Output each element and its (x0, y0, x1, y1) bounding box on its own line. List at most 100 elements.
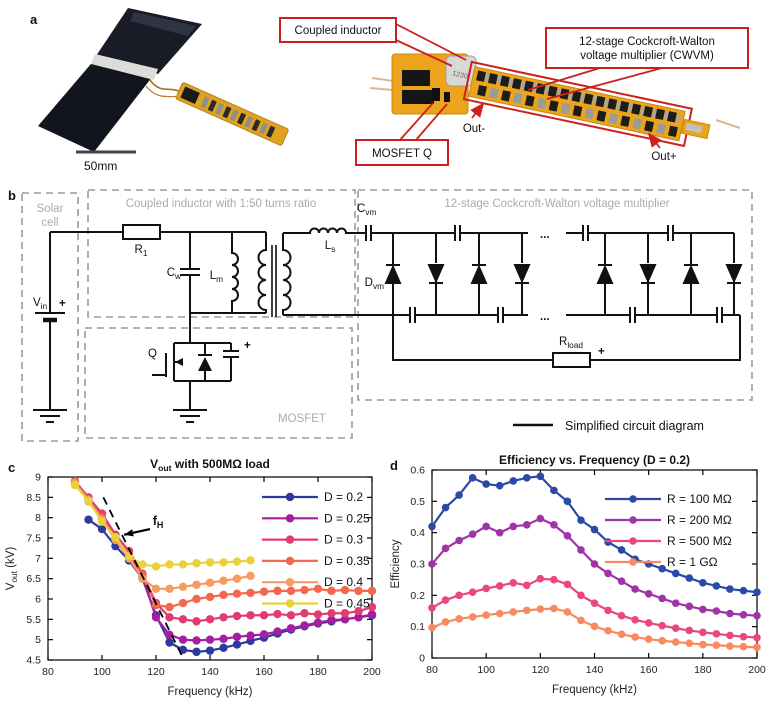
data-point (536, 605, 545, 613)
data-point (509, 522, 518, 531)
leader-line (527, 67, 601, 91)
cwvm-callout-box (545, 27, 749, 69)
data-point (441, 596, 450, 604)
data-point (97, 524, 107, 534)
data-point (658, 636, 667, 645)
mosfet-package (432, 88, 440, 101)
data-point (563, 497, 572, 506)
data-point (300, 609, 309, 618)
data-point (726, 631, 734, 640)
data-point (631, 615, 639, 624)
mosfet-callout-box (355, 139, 449, 166)
data-point (739, 610, 748, 619)
transformer-secondary (282, 233, 292, 315)
y-tick: 0 (419, 653, 425, 665)
data-point (671, 638, 680, 646)
solar-cell-label-1: Solar (37, 203, 64, 215)
cwvm-strip (462, 60, 711, 148)
legend-marker (629, 558, 637, 566)
x-tick: 140 (586, 664, 604, 676)
data-point (246, 556, 255, 565)
legend-label: R = 100 MΩ (667, 492, 732, 506)
series-2 (70, 476, 377, 626)
y-axis-label: Efficiency (390, 539, 402, 588)
rload-label: Rload (559, 336, 583, 350)
x-tick: 200 (748, 664, 766, 676)
data-point (138, 560, 147, 569)
legend-marker (629, 516, 637, 524)
input-wire (371, 77, 394, 82)
legend-marker (285, 514, 295, 523)
y-tick: 8.5 (26, 492, 41, 504)
data-point (550, 604, 558, 613)
chart-c: 80 100 120 140 160 180 200 4.5 5 5.5 6 6.5 7 7.5 8 8.5 9… (0, 452, 388, 709)
chart-title: Vout with 500MΩ load (150, 457, 270, 473)
data-point (151, 562, 161, 571)
data-point (97, 517, 107, 526)
panel-c-letter: c (8, 460, 16, 475)
data-point (441, 503, 450, 512)
x-tick: 120 (532, 664, 550, 676)
data-point (286, 624, 296, 633)
y-tick: 0.2 (410, 590, 425, 602)
y-tick: 5 (35, 634, 41, 646)
x-tick: 160 (640, 664, 658, 676)
data-point (259, 611, 269, 620)
r1-label: R1 (135, 244, 148, 258)
data-point (509, 608, 518, 616)
data-point (246, 611, 255, 620)
data-point (178, 582, 188, 591)
mosfet-wires (152, 313, 231, 382)
data-point (631, 585, 639, 593)
legend-label: D = 0.25 (324, 511, 370, 525)
data-point (219, 558, 228, 567)
cwvm-callout-line2: voltage multiplier (CWVM) (580, 50, 714, 62)
data-point (205, 592, 215, 602)
data-point (232, 640, 242, 649)
data-point (712, 582, 721, 590)
inductor-marking: 1230 (452, 70, 469, 81)
data-point (232, 632, 242, 642)
data-point (550, 486, 558, 495)
input-wire (369, 87, 394, 91)
data-point (455, 591, 463, 600)
leader-line (415, 103, 448, 141)
data-point (509, 477, 518, 485)
data-point (165, 638, 174, 647)
x-tick: 80 (426, 664, 438, 676)
legend-marker (285, 599, 295, 608)
data-point (482, 611, 490, 619)
data-point (577, 516, 585, 524)
data-point (468, 588, 477, 596)
data-point (671, 624, 680, 633)
data-point (509, 579, 518, 587)
data-point (468, 613, 477, 621)
data-point (617, 611, 626, 620)
data-point (327, 615, 336, 625)
data-point (685, 639, 694, 648)
data-point (753, 611, 761, 620)
circuit-wires (33, 224, 741, 423)
y-tick: 0.4 (410, 527, 425, 539)
data-point (178, 598, 188, 608)
y-tick: 5.5 (26, 614, 41, 626)
data-point (604, 569, 612, 578)
data-point (563, 532, 572, 540)
legend-label: R = 1 GΩ (667, 555, 718, 569)
panel-a: 50mm 1230 Cou (38, 8, 749, 173)
data-point (428, 623, 436, 632)
data-point (577, 546, 585, 554)
data-point (219, 613, 228, 622)
data-point (354, 613, 363, 622)
data-point (536, 472, 545, 481)
data-point (192, 594, 201, 604)
resistor-r1 (122, 224, 161, 240)
data-point (219, 643, 228, 652)
data-point (192, 559, 201, 568)
smd-part (444, 92, 450, 102)
snubber-cap (223, 343, 239, 381)
data-point (753, 633, 761, 642)
y-tick: 6.5 (26, 573, 41, 585)
chart-d-svg: 80 100 120 140 160 180 200 0 0.1 0.2 0.3 0.4 0.5 0.6 E… (390, 453, 766, 696)
annotation-text: fH (153, 514, 164, 530)
